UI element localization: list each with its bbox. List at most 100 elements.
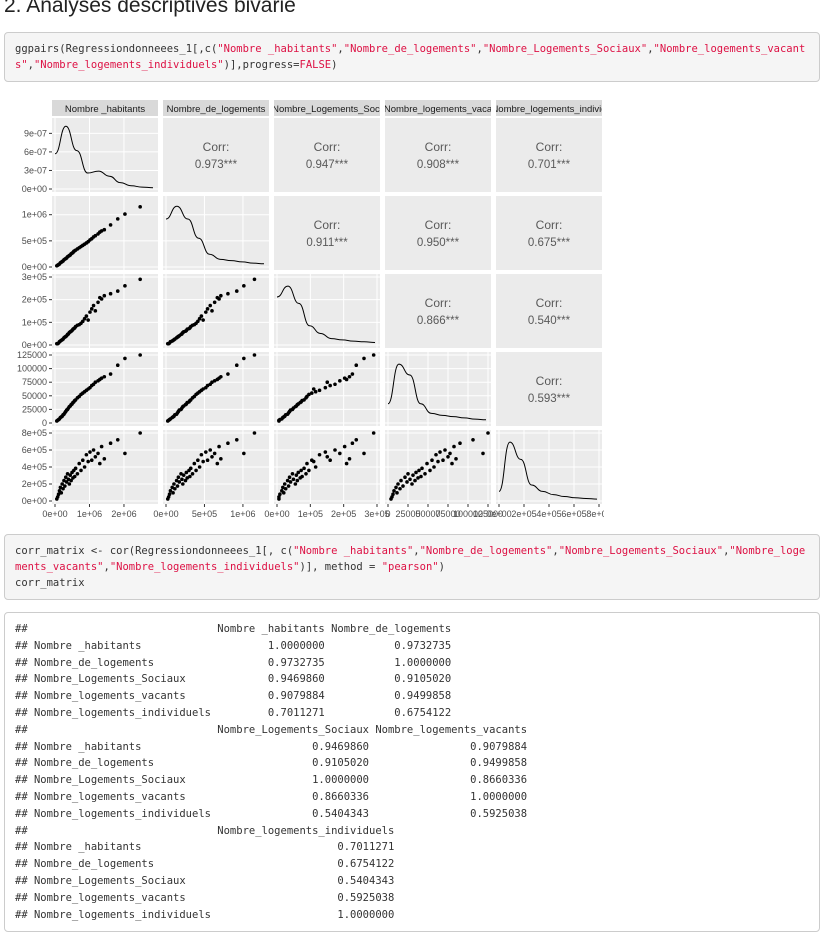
scatter-point — [299, 468, 303, 473]
output-line: ## Nombre_Logements_Sociaux 1.0000000 0.… — [15, 774, 528, 787]
scatter-point — [410, 482, 414, 486]
console-output: ## Nombre _habitants Nombre_de_logements… — [4, 612, 820, 932]
scatter-point — [210, 309, 214, 313]
scatter-point — [64, 480, 69, 484]
scatter-point — [226, 291, 230, 296]
y-tick-label: 0e+00 — [22, 496, 47, 506]
scatter-point — [115, 289, 120, 293]
scatter-point — [205, 383, 210, 388]
scatter-point — [123, 284, 127, 288]
y-tick-label: 4e+05 — [22, 462, 47, 472]
scatter-point — [212, 300, 217, 305]
scatter-point — [395, 491, 399, 495]
y-tick-label: 9e-07 — [24, 128, 47, 138]
scatter-point — [293, 482, 298, 486]
scatter-point — [290, 472, 295, 476]
col-strip-bg — [52, 100, 158, 116]
scatter-point — [171, 491, 175, 495]
scatter-point — [176, 475, 181, 480]
scatter-point — [99, 229, 104, 233]
x-tick-label: 1e+05 — [298, 509, 323, 519]
scatter-point — [405, 480, 409, 484]
scatter-point — [75, 472, 80, 476]
ggpairs-plot: Nombre _habitants Nombre_de_logements Nomb… — [17, 100, 604, 519]
output-line: ## Nombre_Logements_Sociaux 0.5404343 — [15, 874, 395, 887]
scatter-point — [58, 485, 63, 490]
scatter-point — [73, 466, 78, 471]
scatter-point — [281, 485, 285, 490]
scatter-point — [313, 389, 318, 394]
scatter-point — [416, 476, 420, 480]
scatter-point — [123, 356, 127, 361]
scatter-point — [108, 441, 113, 446]
scatter-point — [302, 466, 306, 471]
scatter-point — [108, 223, 113, 227]
scatter-point — [226, 372, 230, 376]
scatter-point — [167, 492, 172, 497]
code-string: "Nombre_logements_vacants" — [15, 43, 806, 71]
scatter-point — [277, 495, 281, 499]
scatter-point — [72, 474, 77, 479]
scatter-point — [185, 476, 190, 480]
scatter-point — [392, 489, 396, 493]
panel-background — [274, 352, 380, 426]
output-line: ## Nombre_logements_vacants 0.8660336 1.… — [15, 790, 528, 803]
scatter-point — [60, 482, 64, 486]
output-line: ## Nombre _habitants Nombre_de_logements — [15, 623, 452, 635]
scatter-point — [93, 380, 98, 385]
scatter-point — [63, 484, 67, 488]
code-text: ) — [331, 59, 338, 71]
x-tick-label: 2e+05 — [331, 509, 356, 519]
scatter-point — [205, 307, 210, 311]
col-strip-bg — [274, 100, 380, 116]
scatter-point — [350, 372, 355, 376]
output-line: ## Nombre_logements_vacants 0.9079884 0.… — [15, 690, 452, 703]
density-curve — [387, 363, 487, 421]
y-tick-label: 0e+00 — [22, 184, 47, 194]
scatter-point — [285, 478, 290, 483]
corr-value: 0.675*** — [528, 237, 571, 249]
scatter-point — [173, 486, 177, 491]
section-heading: 2. Analyses descriptives bivarié — [4, 0, 296, 17]
scatter-point — [102, 227, 107, 232]
scatter-point — [234, 438, 239, 442]
scatter-point — [371, 353, 376, 357]
scatter-point — [188, 474, 192, 479]
scatter-point — [196, 458, 200, 463]
y-tick-label: 5e+05 — [22, 236, 47, 246]
scatter-point — [313, 465, 318, 469]
scatter-point — [138, 205, 142, 209]
scatter-point — [347, 457, 352, 461]
scatter-point — [180, 477, 184, 482]
panel-background — [274, 274, 380, 348]
scatter-point — [323, 385, 328, 390]
scatter-point — [311, 459, 316, 464]
scatter-point — [91, 303, 96, 308]
scatter-point — [174, 478, 179, 483]
corr-label: Corr: — [536, 296, 563, 310]
scatter-point — [177, 480, 182, 484]
scatter-point — [311, 387, 316, 391]
panel-background — [496, 196, 602, 270]
scatter-point — [434, 452, 438, 457]
y-tick-label: 1e+06 — [22, 210, 47, 220]
scatter-point — [436, 459, 440, 464]
scatter-point — [413, 478, 417, 483]
y-tick-label: 75000 — [22, 377, 47, 387]
scatter-point — [452, 444, 456, 449]
y-tick-label: 2e+05 — [22, 295, 47, 305]
output-line: ## Nombre_de_logements 0.6754122 — [15, 858, 395, 871]
scatter-point — [197, 465, 202, 469]
scatter-point — [210, 380, 214, 385]
scatter-point — [63, 475, 68, 480]
col-strip-label: Nombre _habitants — [65, 104, 146, 115]
scatter-point — [219, 374, 223, 379]
x-tick-label: 25000 — [395, 509, 420, 519]
y-tick-label: 3e+05 — [22, 272, 47, 282]
scatter-point — [342, 376, 347, 380]
scatter-point — [446, 455, 450, 459]
x-tick-label: 1e+06 — [230, 509, 255, 519]
scatter-point — [401, 484, 405, 488]
corr-value: 0.911*** — [306, 237, 348, 249]
density-curve — [276, 285, 376, 343]
